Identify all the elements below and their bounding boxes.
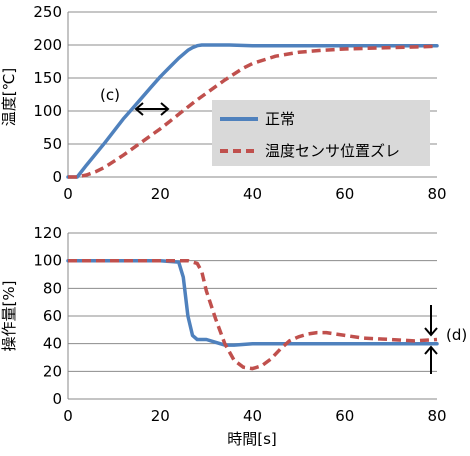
manipulated-gridlines: [68, 232, 437, 372]
temperature-chart: 0 50 100 150 200 250 0 20 40 60 80 温度[℃] (c) 正常 温…: [0, 3, 447, 203]
manipulated-x-ticks: 0 20 40 60 80: [63, 407, 446, 425]
temperature-x-ticks: 0 20 40 60 80: [63, 185, 446, 203]
temperature-y-tick-label: 0: [52, 168, 62, 186]
temperature-y-tick-label: 100: [33, 102, 62, 120]
manipulated-series-line-normal: [66, 258, 439, 347]
manipulated-series-line-sensor-offset: [68, 258, 438, 371]
manipulated-x-tick-label: 60: [335, 407, 354, 425]
manipulated-x-tick-label: 0: [63, 407, 73, 425]
legend: 正常 温度センサ位置ズレ: [212, 100, 430, 166]
temperature-y-ticks: 0 50 100 150 200 250: [33, 3, 62, 186]
legend-box: [212, 100, 430, 166]
temperature-series: [66, 43, 439, 179]
temperature-y-tick-label: 200: [33, 36, 62, 54]
manipulated-y-tick-label: 0: [52, 390, 62, 408]
temperature-series-line-sensor-offset: [68, 44, 438, 179]
manipulated-y-axis-title: 操作量[%]: [0, 281, 18, 352]
temperature-x-tick-label: 40: [243, 185, 262, 203]
manipulated-x-tick-label: 40: [243, 407, 262, 425]
temperature-x-tick-label: 80: [427, 185, 446, 203]
annotation-d-label: (d): [446, 326, 467, 344]
manipulated-y-tick-label: 20: [43, 362, 62, 380]
temperature-y-tick-label: 50: [43, 135, 62, 153]
annotation-d-arrows: [424, 305, 438, 374]
manipulated-y-tick-label: 120: [33, 224, 62, 242]
annotation-c-label: (c): [100, 86, 120, 104]
temperature-series-line-normal: [66, 43, 439, 179]
temperature-y-tick-label: 150: [33, 69, 62, 87]
manipulated-y-tick-label: 100: [33, 252, 62, 270]
manipulated-y-ticks: 0 20 40 60 80 100 120: [33, 224, 62, 408]
temperature-y-tick-label: 250: [33, 3, 62, 21]
legend-label-sensor-offset: 温度センサ位置ズレ: [265, 142, 400, 160]
manipulated-variable-chart: 0 20 40 60 80 100 120 0 20 40 60 80 操作量[%] 時間[s] (…: [0, 224, 467, 448]
temperature-x-tick-label: 0: [63, 185, 73, 203]
temperature-x-tick-label: 60: [335, 185, 354, 203]
annotation-c-arrow: [134, 102, 170, 116]
manipulated-y-tick-label: 40: [43, 335, 62, 353]
manipulated-series: [66, 258, 439, 371]
legend-label-normal: 正常: [265, 110, 295, 128]
manipulated-x-tick-label: 80: [427, 407, 446, 425]
manipulated-y-tick-label: 60: [43, 307, 62, 325]
manipulated-y-tick-label: 80: [43, 279, 62, 297]
manipulated-x-tick-label: 20: [151, 407, 170, 425]
manipulated-x-axis-title: 時間[s]: [227, 430, 277, 448]
temperature-y-axis-title: 温度[℃]: [0, 68, 18, 127]
temperature-x-tick-label: 20: [151, 185, 170, 203]
